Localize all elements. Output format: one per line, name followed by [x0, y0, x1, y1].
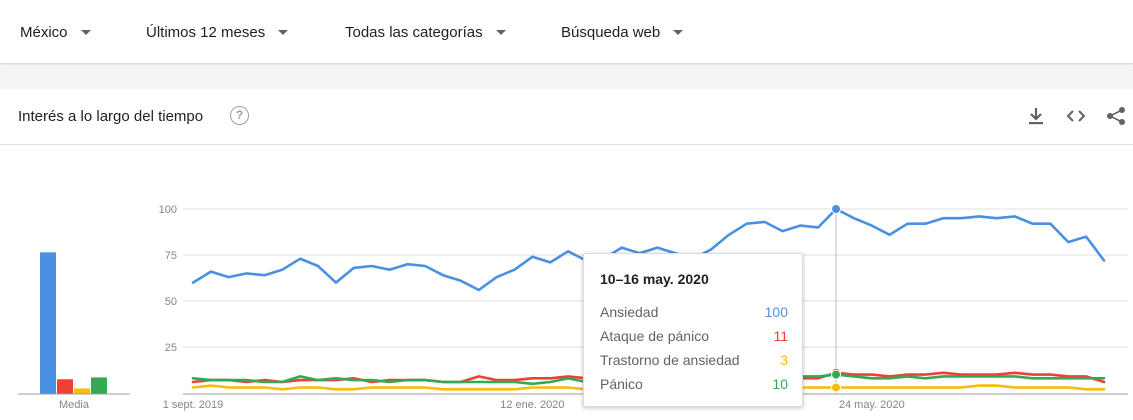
chevron-down-icon — [80, 29, 91, 35]
card-header: Interés a lo largo del tiempo ? — [0, 89, 1133, 145]
y-tick-label: 75 — [165, 250, 177, 262]
y-tick-label: 50 — [165, 296, 177, 308]
category-filter-label: Todas las categorías — [345, 23, 483, 41]
y-tick-label: 25 — [165, 342, 177, 354]
y-tick-label: 100 — [159, 204, 177, 216]
hover-point — [831, 369, 842, 380]
average-bars: Media — [18, 252, 130, 411]
x-tick-label: 24 may. 2020 — [839, 399, 905, 411]
tooltip-row-ataque: Ataque de pánico 11 — [600, 328, 788, 346]
tooltip-label: Pánico — [600, 376, 643, 392]
code-icon[interactable] — [1065, 105, 1087, 127]
search-type-filter[interactable]: Búsqueda web — [561, 22, 684, 42]
average-bar — [91, 377, 107, 394]
category-filter[interactable]: Todas las categorías — [345, 22, 506, 42]
tooltip-label: Ansiedad — [600, 304, 659, 320]
hover-markers — [831, 204, 842, 393]
chart-tooltip: 10–16 may. 2020 Ansiedad 100 Ataque de p… — [583, 253, 803, 407]
chart-grid: 100 75 50 25 1 sept. 2019 12 ene. 2020 24 may.… — [159, 204, 1128, 411]
section-gap — [0, 65, 1133, 89]
average-bar — [40, 252, 56, 394]
country-filter-label: México — [20, 23, 68, 41]
tooltip-value: 100 — [764, 304, 788, 320]
tooltip-row-trastorno: Trastorno de ansiedad 3 — [600, 352, 788, 370]
hover-point — [831, 382, 842, 393]
search-type-filter-label: Búsqueda web — [561, 23, 661, 41]
average-label: Media — [59, 399, 90, 411]
tooltip-value: 3 — [780, 352, 788, 368]
tooltip-row-ansiedad: Ansiedad 100 — [600, 304, 788, 322]
tooltip-value: 11 — [773, 328, 788, 344]
help-icon[interactable]: ? — [230, 106, 249, 125]
chevron-down-icon — [673, 29, 684, 35]
hover-point — [831, 204, 842, 214]
card-title: Interés a lo largo del tiempo — [18, 108, 204, 125]
download-icon[interactable] — [1025, 105, 1047, 127]
tooltip-label: Ataque de pánico — [600, 328, 709, 344]
chevron-down-icon — [495, 29, 506, 35]
period-filter-label: Últimos 12 meses — [146, 23, 266, 41]
x-tick-label: 1 sept. 2019 — [163, 399, 224, 411]
filters-bar: México Últimos 12 meses Todas las catego… — [0, 0, 1133, 64]
series-line-ansiedad — [191, 207, 1106, 292]
tooltip-label: Trastorno de ansiedad — [600, 352, 740, 368]
average-bar — [57, 379, 73, 394]
share-icon[interactable] — [1105, 105, 1127, 127]
interest-over-time-chart: Media 100 75 50 25 1 sept. 2019 12 ene. 2020 2… — [18, 204, 1128, 411]
tooltip-title: 10–16 may. 2020 — [600, 271, 709, 287]
tooltip-value: 10 — [772, 376, 788, 392]
x-tick-label: 12 ene. 2020 — [500, 399, 564, 411]
country-filter[interactable]: México — [20, 22, 91, 42]
tooltip-row-panico: Pánico 10 — [600, 376, 788, 394]
period-filter[interactable]: Últimos 12 meses — [146, 22, 289, 42]
average-bar — [74, 388, 90, 394]
chevron-down-icon — [278, 29, 289, 35]
